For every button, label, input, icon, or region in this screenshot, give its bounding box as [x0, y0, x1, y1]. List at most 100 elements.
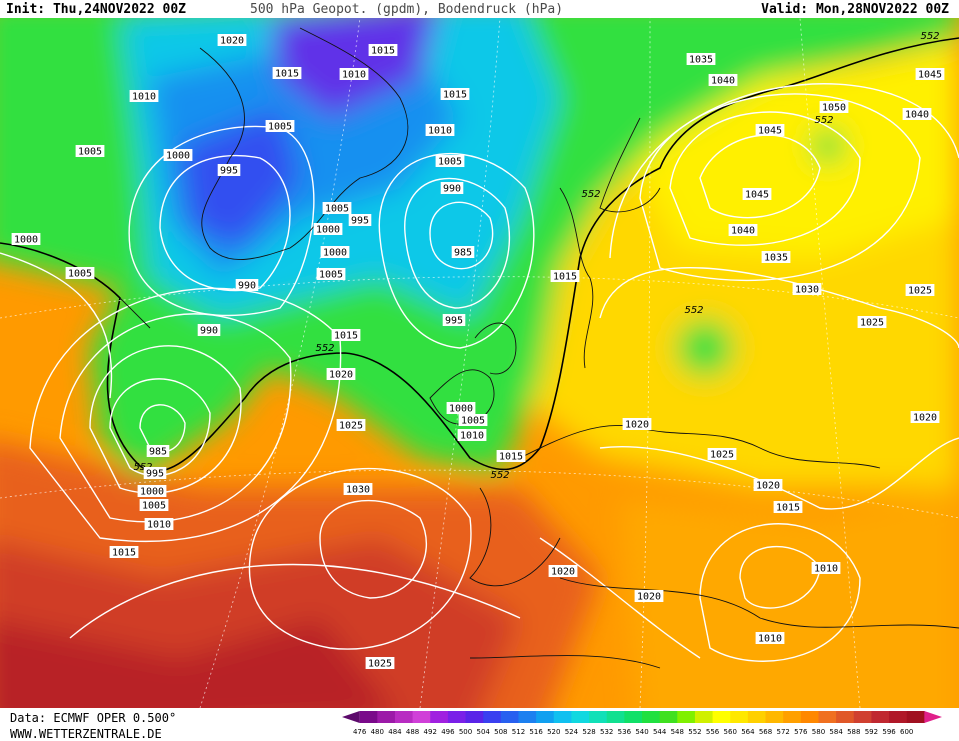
legend-tick-label: 504 [476, 728, 490, 736]
isobar-label: 990 [440, 182, 464, 195]
isobar-label-text: 1000 [316, 225, 340, 236]
legend-swatch [818, 711, 837, 723]
isobar-label: 1020 [217, 34, 247, 47]
legend-tick-label: 508 [494, 728, 507, 736]
legend-tick-label: 524 [565, 728, 579, 736]
init-time: Init: Thu,24NOV2022 00Z [6, 2, 187, 17]
legend-swatch [377, 711, 396, 723]
isobar-label-text: 1005 [268, 122, 292, 133]
isobar-label-text: 1000 [449, 404, 473, 415]
isobar-label: 1040 [902, 108, 932, 121]
legend-swatch [677, 711, 696, 723]
isobar-label-text: 1015 [499, 452, 523, 463]
isobar-label: 1015 [440, 88, 470, 101]
isobar-label: 1015 [331, 329, 361, 342]
isobar-label-text: 1025 [368, 659, 392, 670]
legend-tick-label: 588 [847, 728, 860, 736]
legend-tick-label: 564 [741, 728, 755, 736]
isobar-label-text: 995 [445, 316, 463, 327]
isobar-label: 1025 [857, 316, 887, 329]
footer-bar: Data: ECMWF OPER 0.500° WWW.WETTERZENTRA… [0, 708, 959, 741]
isobar-label-text: 1010 [814, 564, 838, 575]
isobar-label: 1010 [811, 562, 841, 575]
isobar-label: 1030 [343, 483, 373, 496]
isobar-label: 985 [146, 445, 170, 458]
legend-tick-label: 568 [759, 728, 772, 736]
isobar-label: 1015 [550, 270, 580, 283]
legend-tick-label: 600 [900, 728, 913, 736]
isobar-label-text: 1005 [78, 147, 102, 158]
legend-swatch [518, 711, 537, 723]
isobar-label-text: 1015 [553, 272, 577, 283]
legend-tick-label: 540 [635, 728, 648, 736]
isobar-label-text: 1015 [112, 548, 136, 559]
legend-tick-label: 512 [512, 728, 525, 736]
isobar-label-text: 1005 [438, 157, 462, 168]
legend-swatch [606, 711, 625, 723]
isobar-label-text: 1020 [756, 481, 780, 492]
isobar-label: 1015 [109, 546, 139, 559]
legend-tick-label: 476 [353, 728, 367, 736]
isobar-label: 1045 [742, 188, 772, 201]
isobar-label-text: 1010 [460, 431, 484, 442]
isobar-label: 1005 [322, 202, 352, 215]
legend-tick-label: 496 [441, 728, 455, 736]
isobar-label: 1040 [728, 224, 758, 237]
data-source: Data: ECMWF OPER 0.500° [10, 711, 177, 725]
legend-swatch [394, 711, 414, 723]
isobar-label: 1050 [819, 101, 849, 114]
isobar-label-text: 1015 [443, 90, 467, 101]
legend-tick-label: 572 [776, 728, 789, 736]
isobar-label: 1015 [773, 501, 803, 514]
map-title: 500 hPa Geopot. (gpdm), Bodendruck (hPa) [250, 2, 564, 17]
isobar-label-text: 1005 [142, 501, 166, 512]
valid-time: Valid: Mon,28NOV2022 00Z [761, 2, 949, 17]
website-credit: WWW.WETTERZENTRALE.DE [10, 727, 162, 741]
isobar-label-text: 1005 [68, 269, 92, 280]
isobar-label: 1005 [458, 414, 488, 427]
isobar-label: 1000 [446, 402, 476, 415]
isobar-label-text: 1000 [323, 248, 347, 259]
isobar-label: 1045 [755, 124, 785, 137]
height-552-label: 552 [920, 31, 939, 42]
legend-swatch [571, 711, 590, 723]
isobar-label: 1000 [320, 246, 350, 259]
isobar-label-text: 1010 [428, 126, 452, 137]
legend-tick-label: 532 [600, 728, 613, 736]
legend-tick-label: 552 [688, 728, 701, 736]
isobar-label-text: 1015 [275, 69, 299, 80]
legend-tick-label: 528 [582, 728, 595, 736]
isobar-label-text: 1040 [905, 110, 929, 121]
legend-swatch [712, 711, 731, 723]
isobar-label-text: 990 [200, 326, 218, 337]
isobar-label-text: 1045 [745, 190, 769, 201]
legend-tick-label: 560 [724, 728, 737, 736]
isobar-label: 1010 [144, 518, 174, 531]
isobar-label-text: 1005 [461, 416, 485, 427]
isobar-label-text: 1030 [795, 285, 819, 296]
isobar-label-text: 1045 [758, 126, 782, 137]
isobar-label-text: 1005 [319, 270, 343, 281]
isobar-label-text: 1035 [689, 55, 713, 66]
isobar-label: 1015 [368, 44, 398, 57]
coastlines [119, 27, 959, 669]
weather-map: 552 552 552 552 552 552 552 1020 1015 1015 1010 10… [0, 18, 959, 708]
isobar-label-text: 1000 [14, 235, 38, 246]
isobar-label-text: 1040 [731, 226, 755, 237]
legend-swatch [447, 711, 467, 723]
header-bar: Init: Thu,24NOV2022 00Z 500 hPa Geopot. … [0, 0, 959, 18]
isobar-label: 1020 [910, 411, 940, 424]
isobar-label-text: 985 [149, 447, 167, 458]
legend-tick-label: 536 [618, 728, 632, 736]
legend-tick-label: 480 [371, 728, 384, 736]
legend-tick-label: 488 [406, 728, 419, 736]
legend-tick-label: 596 [882, 728, 896, 736]
isobar-label: 1025 [905, 284, 935, 297]
isobar-label-text: 995 [220, 166, 238, 177]
isobar-label-text: 1035 [764, 253, 788, 264]
legend-swatch [836, 711, 855, 723]
height-552-label: 552 [814, 115, 833, 126]
height-552-label: 552 [490, 470, 509, 481]
isobar-label: 995 [143, 467, 167, 480]
